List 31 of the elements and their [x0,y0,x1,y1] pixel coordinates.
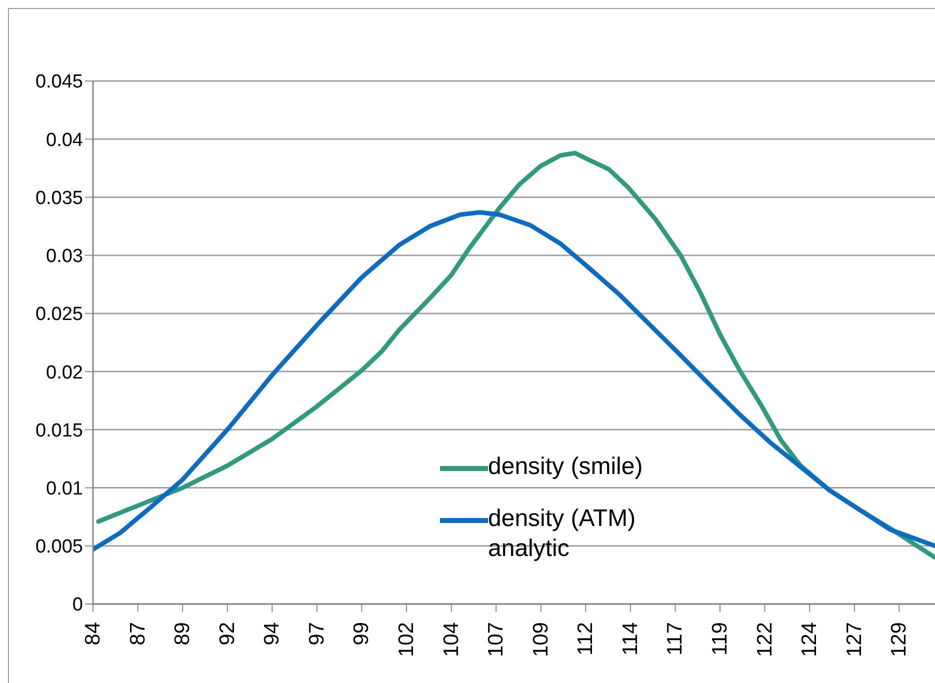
x-tick-label: 104 [440,622,463,658]
x-tick-label: 127 [842,622,866,658]
y-tick-label: 0.025 [35,304,83,326]
y-tick-label: 0.045 [35,72,83,93]
x-tick-label: 92 [216,622,239,646]
x-tick-label: 87 [126,622,150,646]
x-tick-label: 129 [888,622,911,658]
y-tick-label: 0.03 [46,246,83,268]
x-tick-label: 97 [305,622,328,646]
legend-label: density (smile) [488,452,644,482]
x-tick-label: 84 [82,622,104,646]
y-tick-label: 0.035 [35,188,83,209]
y-tick-label: 0.04 [46,130,84,151]
y-tick-label: 0.015 [35,420,83,442]
x-tick-label: 99 [350,622,374,646]
y-tick-label: 0.005 [35,536,83,558]
x-tick-label: 107 [484,622,508,658]
x-tick-label: 109 [529,622,552,658]
x-tick-label: 119 [708,622,732,656]
y-tick-label: 0.02 [46,362,83,384]
x-tick-label: 124 [798,622,822,658]
x-tick-label: 114 [618,622,642,656]
x-tick-label: 112 [574,622,598,656]
x-tick-label: 102 [395,622,418,658]
y-tick-label: 0 [72,594,83,616]
y-tick-label: 0.01 [46,478,83,500]
legend-label: density (ATM) analytic [488,504,637,564]
x-tick-label: 94 [260,622,284,646]
x-tick-label: 117 [664,622,687,656]
x-tick-label: 122 [753,622,776,658]
x-tick-label: 89 [171,622,194,646]
